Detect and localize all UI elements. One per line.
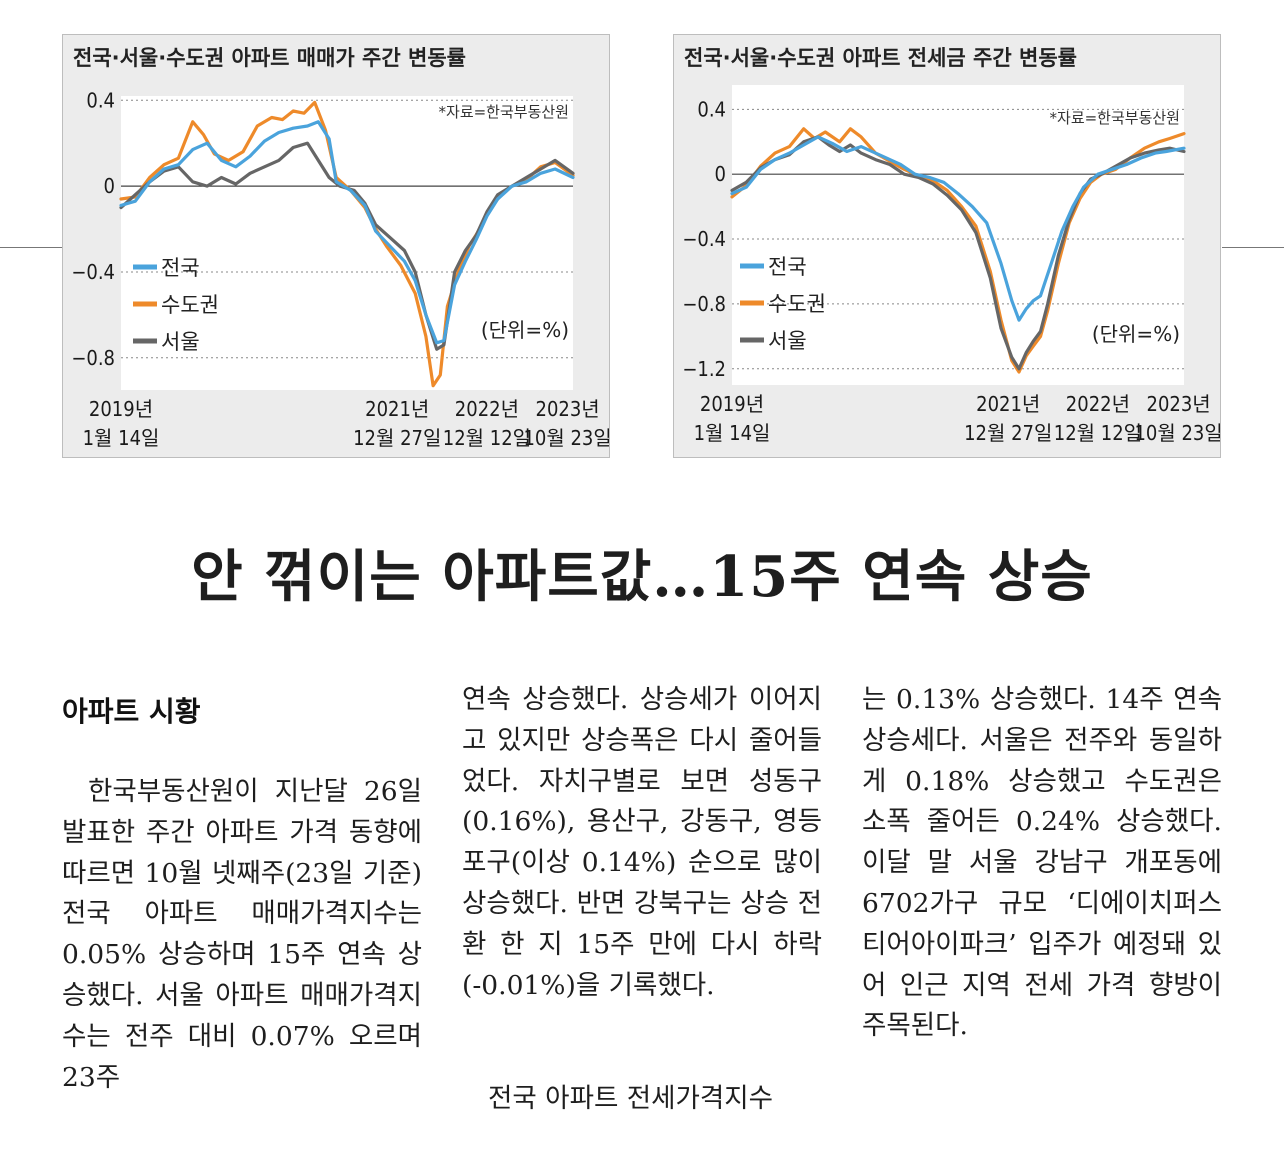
- jeonse-chart-xtick-date: 1월 14일: [694, 421, 771, 445]
- rule-right: [1222, 247, 1284, 248]
- sale-chart-plot-area: [121, 96, 573, 390]
- jeonse-chart-legend-label: 전국: [768, 255, 807, 279]
- sale-chart-ytick-label: −0.8: [71, 346, 115, 370]
- jeonse-chart-ytick-label: −0.8: [682, 292, 726, 316]
- section-heading: 아파트 시황: [62, 695, 201, 728]
- jeonse-chart-ytick-label: −1.2: [682, 357, 726, 381]
- sale-chart-source: *자료=한국부동산원: [439, 103, 569, 121]
- jeonse-chart-unit: (단위=%): [1092, 322, 1180, 346]
- sale-chart-unit: (단위=%): [481, 318, 569, 342]
- sale-chart-legend-label: 서울: [161, 330, 200, 354]
- jeonse-chart-xtick-year: 2023년: [1147, 392, 1211, 416]
- sale-chart-ytick-label: 0: [104, 174, 115, 198]
- sale-chart-series-line-0: [119, 120, 575, 345]
- jeonse-chart-series-line-0: [730, 135, 1186, 322]
- sale-chart-series-line-2: [119, 141, 575, 351]
- jeonse-chart-ytick-label: 0: [715, 162, 726, 186]
- jeonse-chart-ytick-label: −0.4: [682, 227, 726, 251]
- jeonse-chart-xtick-date: 10월 23일: [1134, 421, 1220, 445]
- sale-chart-xtick-year: 2021년: [365, 397, 429, 421]
- sale-price-chart-svg: 전국·서울·수도권 아파트 매매가 주간 변동률 0.4 0 −0.4 −0.8 *자료=…: [71, 46, 609, 450]
- jeonse-chart-title: 전국·서울·수도권 아파트 전세금 주간 변동률: [684, 46, 1077, 70]
- jeonse-chart-source: *자료=한국부동산원: [1050, 109, 1180, 127]
- rule-left: [0, 247, 64, 248]
- headline: 안 꺾이는 아파트값…15주 연속 상승: [191, 544, 1093, 610]
- jeonse-price-chart-svg: 전국·서울·수도권 아파트 전세금 주간 변동률 0.4 0 −0.4 −0.8 −1.2…: [682, 46, 1220, 445]
- sale-chart-xtick-date: 10월 23일: [523, 426, 609, 450]
- article-paragraph-4: 는 0.13% 상승했다. 14주 연속 상승세다. 서울은 전주와 동일하게 …: [862, 684, 1222, 1042]
- jeonse-chart-xtick-year: 2021년: [976, 392, 1040, 416]
- jeonse-price-chart: 전국·서울·수도권 아파트 전세금 주간 변동률 0.4 0 −0.4 −0.8 −1.2…: [673, 34, 1221, 458]
- article-paragraph-2: 연속 상승했다. 상승세가 이어지고 있지만 상승폭은 다시 줄어들었다. 자치…: [462, 684, 822, 1001]
- sale-chart-xtick-date: 12월 27일: [353, 426, 441, 450]
- sale-chart-legend-label: 전국: [161, 256, 200, 280]
- jeonse-chart-xtick-date: 12월 12일: [1054, 421, 1142, 445]
- jeonse-chart-xtick-date: 12월 27일: [964, 421, 1052, 445]
- jeonse-chart-legend-label: 서울: [768, 329, 807, 353]
- sale-chart-ytick-label: 0.4: [86, 88, 115, 112]
- article-paragraph-1: 한국부동산원이 지난달 26일 발표한 주간 아파트 가격 동향에 따르면 10…: [62, 776, 422, 1093]
- sale-chart-xtick-year: 2022년: [455, 397, 519, 421]
- jeonse-chart-legend-label: 수도권: [768, 292, 826, 316]
- jeonse-chart-xtick-year: 2019년: [700, 392, 764, 416]
- sale-chart-xtick-year: 2023년: [536, 397, 600, 421]
- sale-chart-xtick-year: 2019년: [89, 397, 153, 421]
- jeonse-chart-ytick-label: 0.4: [697, 97, 726, 121]
- sale-chart-xtick-date: 1월 14일: [83, 426, 160, 450]
- jeonse-chart-plot-area: [732, 85, 1184, 385]
- sale-chart-ytick-label: −0.4: [71, 260, 115, 284]
- sale-chart-xtick-date: 12월 12일: [443, 426, 531, 450]
- jeonse-chart-xtick-year: 2022년: [1066, 392, 1130, 416]
- sale-price-chart: 전국·서울·수도권 아파트 매매가 주간 변동률 0.4 0 −0.4 −0.8 *자료=…: [62, 34, 610, 458]
- sale-chart-title: 전국·서울·수도권 아파트 매매가 주간 변동률: [73, 46, 466, 70]
- article-paragraph-3: 전국 아파트 전세가격지수: [488, 1083, 774, 1114]
- sale-chart-legend-label: 수도권: [161, 293, 219, 317]
